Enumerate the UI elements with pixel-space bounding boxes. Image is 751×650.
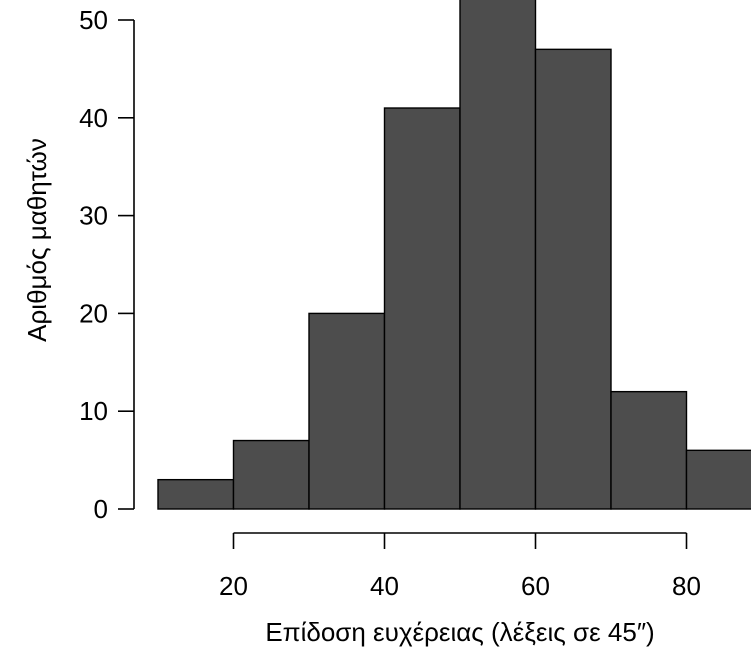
histogram-bar (232, 439, 310, 510)
histogram-bar (459, 0, 537, 510)
histogram-bar (383, 107, 461, 510)
y-axis: 0 10 20 30 40 50 (79, 5, 135, 524)
x-tick-label: 60 (521, 571, 550, 601)
x-tick-label: 20 (219, 571, 248, 601)
histogram-bar (308, 312, 386, 510)
x-tick-label: 80 (672, 571, 701, 601)
histogram-bar (610, 390, 688, 510)
histogram-bar (534, 48, 612, 510)
y-tick-label: 40 (79, 103, 108, 133)
x-axis-label: Επίδοση ευχέρειας (λέξεις σε 45″) (265, 617, 654, 647)
y-tick-label: 30 (79, 201, 108, 231)
histogram-bar (685, 449, 751, 510)
y-tick-label: 0 (94, 494, 108, 524)
x-tick-label: 40 (370, 571, 399, 601)
y-tick-label: 50 (79, 5, 108, 35)
y-tick-label: 10 (79, 396, 108, 426)
y-tick-label: 20 (79, 298, 108, 328)
histogram-bar (157, 478, 235, 510)
y-axis-label: Αριθμός μαθητών (22, 138, 52, 342)
bars-group (157, 0, 751, 510)
x-axis: 20 40 60 80 (219, 532, 701, 601)
